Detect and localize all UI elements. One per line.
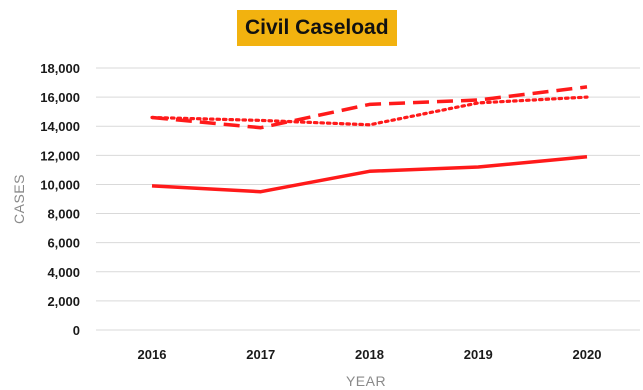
y-tick-label: 4,000 — [47, 265, 80, 280]
x-tick-label: 2018 — [355, 347, 384, 362]
series-line-dotted — [150, 95, 589, 127]
gridlines — [96, 67, 640, 331]
y-tick-label: 12,000 — [40, 148, 80, 163]
y-tick-label: 18,000 — [40, 61, 80, 76]
y-tick-label: 6,000 — [47, 236, 80, 251]
x-axis-ticks: 2016 2017 2018 2019 2020 — [138, 347, 602, 362]
y-tick-label: 8,000 — [47, 207, 80, 222]
y-axis-ticks: 0 2,000 4,000 6,000 8,000 10,000 12,000 14,000 1… — [40, 61, 80, 338]
chart-title: Civil Caseload — [237, 10, 397, 46]
series-line-solid — [151, 155, 588, 194]
y-tick-label: 0 — [73, 323, 80, 338]
y-tick-label: 2,000 — [47, 294, 80, 309]
y-tick-label: 10,000 — [40, 177, 80, 192]
y-axis-label: CASES — [11, 174, 27, 224]
x-tick-label: 2019 — [464, 347, 493, 362]
series-line-dashed — [151, 85, 588, 130]
x-tick-label: 2016 — [138, 347, 167, 362]
y-tick-label: 14,000 — [40, 119, 80, 134]
x-axis-label: YEAR — [346, 373, 386, 389]
x-tick-label: 2020 — [573, 347, 602, 362]
x-tick-label: 2017 — [246, 347, 275, 362]
series-lines — [150, 85, 589, 194]
y-tick-label: 16,000 — [40, 90, 80, 105]
